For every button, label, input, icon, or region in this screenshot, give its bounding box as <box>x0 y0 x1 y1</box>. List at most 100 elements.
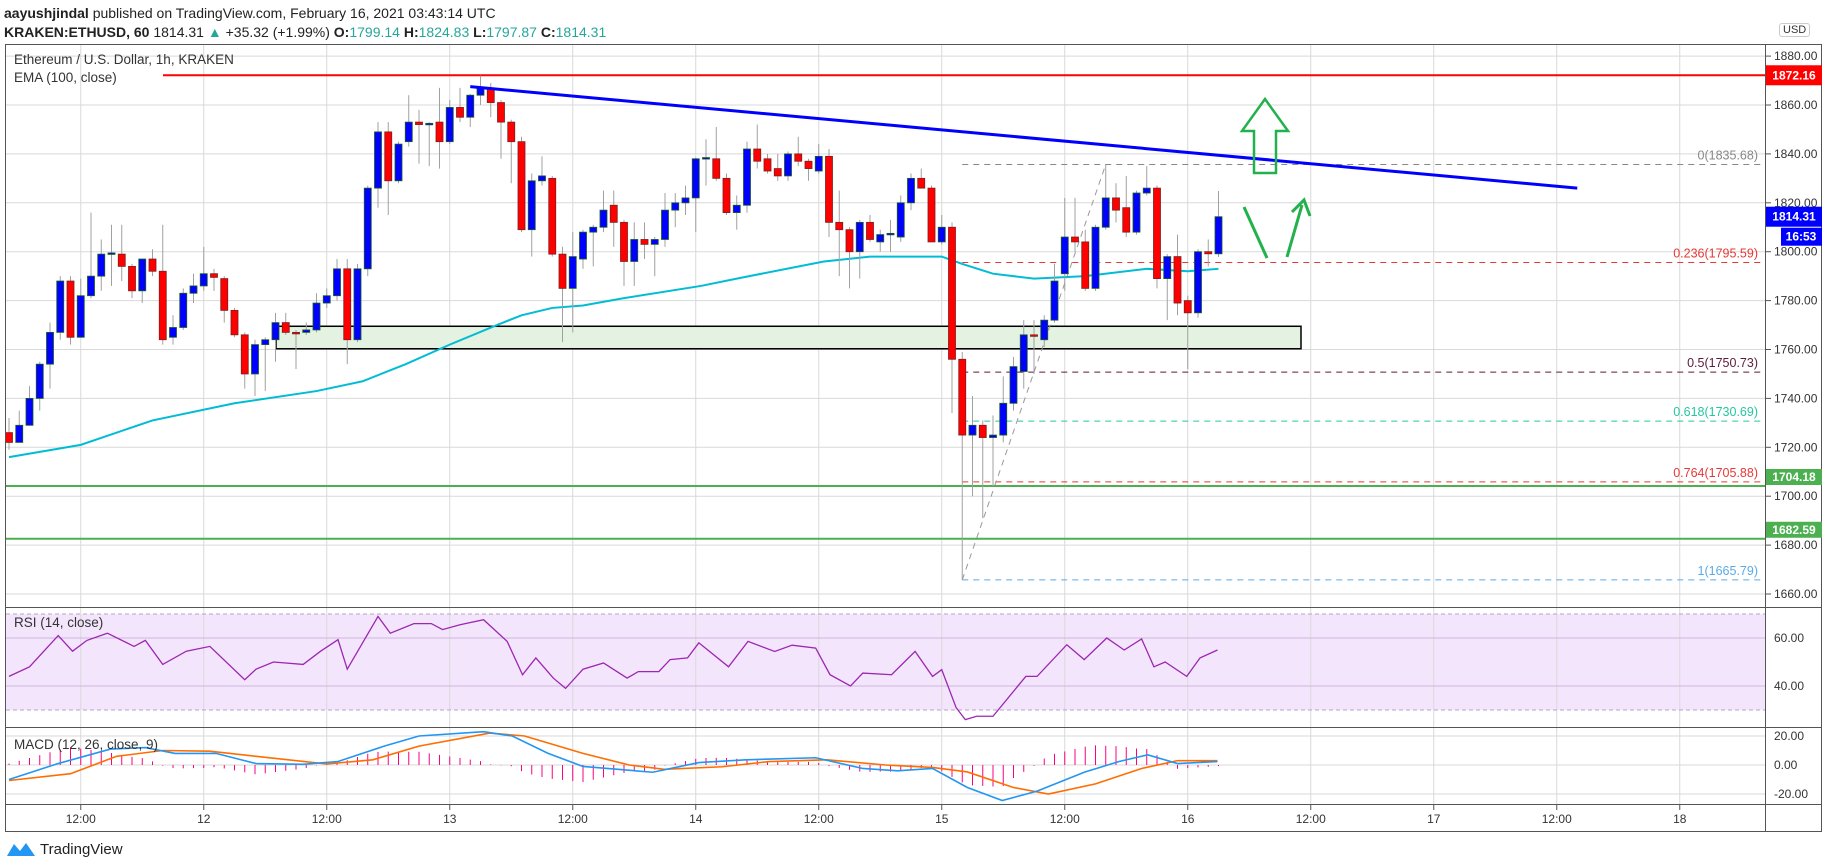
candle[interactable] <box>35 361 44 411</box>
candle[interactable] <box>384 122 393 216</box>
candle[interactable] <box>1173 234 1182 316</box>
ema-legend[interactable]: EMA (100, close) <box>14 70 117 85</box>
candle[interactable] <box>302 322 311 335</box>
candle[interactable] <box>25 386 34 426</box>
candle[interactable] <box>753 124 762 169</box>
candle[interactable] <box>1163 254 1172 321</box>
candle[interactable] <box>230 307 239 338</box>
candle[interactable] <box>732 195 741 230</box>
macd-pane[interactable] <box>8 730 1219 802</box>
candle[interactable] <box>189 273 198 304</box>
candle[interactable] <box>46 322 54 389</box>
candle[interactable] <box>312 293 321 333</box>
candle[interactable] <box>1194 249 1202 318</box>
candle[interactable] <box>681 185 690 216</box>
candle[interactable] <box>1204 239 1213 267</box>
projection-arrowhead-icon[interactable] <box>1290 197 1312 217</box>
candle[interactable] <box>1153 185 1161 289</box>
candle[interactable] <box>66 276 75 345</box>
candle[interactable] <box>691 157 700 233</box>
candle[interactable] <box>333 259 341 301</box>
candle[interactable] <box>117 224 126 282</box>
candle[interactable] <box>579 229 587 269</box>
candle[interactable] <box>917 168 926 189</box>
price-pane[interactable]: 0(1835.68) 0.236(1795.59) 0.5(1750.73) 0.61… <box>6 74 1766 581</box>
candle[interactable] <box>1183 295 1192 370</box>
candle[interactable] <box>999 376 1008 443</box>
candle[interactable] <box>825 149 833 238</box>
candle[interactable] <box>251 339 259 396</box>
candle[interactable] <box>712 127 721 181</box>
candle[interactable] <box>374 122 382 208</box>
candle[interactable] <box>589 224 598 267</box>
descending-trendline[interactable] <box>470 85 1578 190</box>
candle[interactable] <box>784 151 792 181</box>
candle[interactable] <box>476 75 485 105</box>
candle[interactable] <box>517 136 526 233</box>
candle[interactable] <box>1101 164 1110 230</box>
candle[interactable] <box>650 237 659 277</box>
candle[interactable] <box>456 87 464 123</box>
candle[interactable] <box>425 122 434 167</box>
candle[interactable] <box>128 263 136 299</box>
candle[interactable] <box>497 100 505 159</box>
candle[interactable] <box>1071 197 1079 252</box>
candle[interactable] <box>466 93 475 128</box>
candle[interactable] <box>281 312 290 335</box>
candle[interactable] <box>394 141 403 184</box>
candle[interactable] <box>978 420 987 519</box>
candle[interactable] <box>948 222 956 414</box>
candle[interactable] <box>558 246 567 343</box>
candle[interactable] <box>814 144 823 174</box>
candle[interactable] <box>87 212 95 299</box>
projection-line[interactable] <box>1242 206 1269 259</box>
candle[interactable] <box>179 288 188 330</box>
candle[interactable] <box>15 410 24 443</box>
candle[interactable] <box>1112 183 1120 223</box>
candle[interactable] <box>845 227 854 289</box>
candle[interactable] <box>958 351 967 580</box>
candle[interactable] <box>322 288 331 308</box>
candle[interactable] <box>404 95 413 147</box>
candle[interactable] <box>1132 190 1141 235</box>
projection-arrow-line[interactable] <box>1285 204 1304 258</box>
candle[interactable] <box>538 156 546 186</box>
macd-legend[interactable]: MACD (12, 26, close, 9) <box>14 737 159 752</box>
candle[interactable] <box>989 415 997 487</box>
candle[interactable] <box>804 158 813 181</box>
candle[interactable] <box>527 173 536 257</box>
candle[interactable] <box>876 229 885 252</box>
candle[interactable] <box>199 246 208 291</box>
candle[interactable] <box>261 337 270 392</box>
candle[interactable] <box>240 332 249 389</box>
candle[interactable] <box>435 87 444 169</box>
candle[interactable] <box>630 222 639 286</box>
candle[interactable] <box>169 315 177 345</box>
candle[interactable] <box>1122 175 1131 238</box>
author-name[interactable]: aayushjindal <box>4 5 89 21</box>
candle[interactable] <box>1009 356 1018 411</box>
candle[interactable] <box>568 232 577 333</box>
tradingview-logo[interactable]: TradingView <box>6 840 123 858</box>
candle[interactable] <box>158 224 167 345</box>
candle[interactable] <box>773 153 782 181</box>
candle[interactable] <box>210 268 218 291</box>
candle[interactable] <box>363 185 372 277</box>
candle[interactable] <box>507 119 516 184</box>
candle[interactable] <box>855 219 864 279</box>
candle[interactable] <box>548 175 557 257</box>
candle[interactable] <box>1040 315 1049 348</box>
candle[interactable] <box>599 190 608 233</box>
candle[interactable] <box>620 219 628 286</box>
candle[interactable] <box>1030 320 1038 374</box>
candle[interactable] <box>661 193 669 247</box>
candle[interactable] <box>968 395 977 497</box>
candle[interactable] <box>220 276 229 323</box>
candle[interactable] <box>609 190 618 247</box>
candle[interactable] <box>896 195 905 242</box>
candle[interactable] <box>886 219 895 252</box>
candle[interactable] <box>671 193 680 228</box>
candle[interactable] <box>292 329 300 370</box>
candle[interactable] <box>76 278 85 338</box>
